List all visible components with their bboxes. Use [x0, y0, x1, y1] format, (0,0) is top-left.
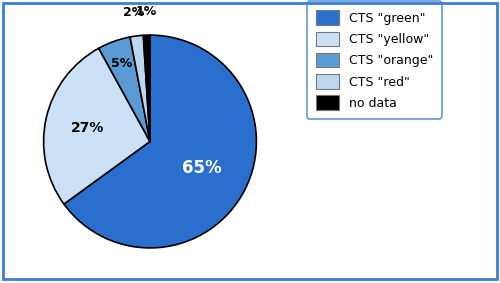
Wedge shape: [144, 35, 150, 142]
Wedge shape: [130, 35, 150, 142]
Text: 2%: 2%: [123, 6, 144, 19]
Wedge shape: [64, 35, 256, 248]
Text: 1%: 1%: [136, 5, 156, 18]
Wedge shape: [44, 48, 150, 204]
Text: 65%: 65%: [182, 159, 222, 177]
Legend: CTS "green", CTS "yellow", CTS "orange", CTS "red", no data: CTS "green", CTS "yellow", CTS "orange",…: [308, 1, 442, 119]
Text: 5%: 5%: [112, 57, 132, 70]
Text: 27%: 27%: [71, 121, 104, 135]
Wedge shape: [98, 37, 150, 142]
